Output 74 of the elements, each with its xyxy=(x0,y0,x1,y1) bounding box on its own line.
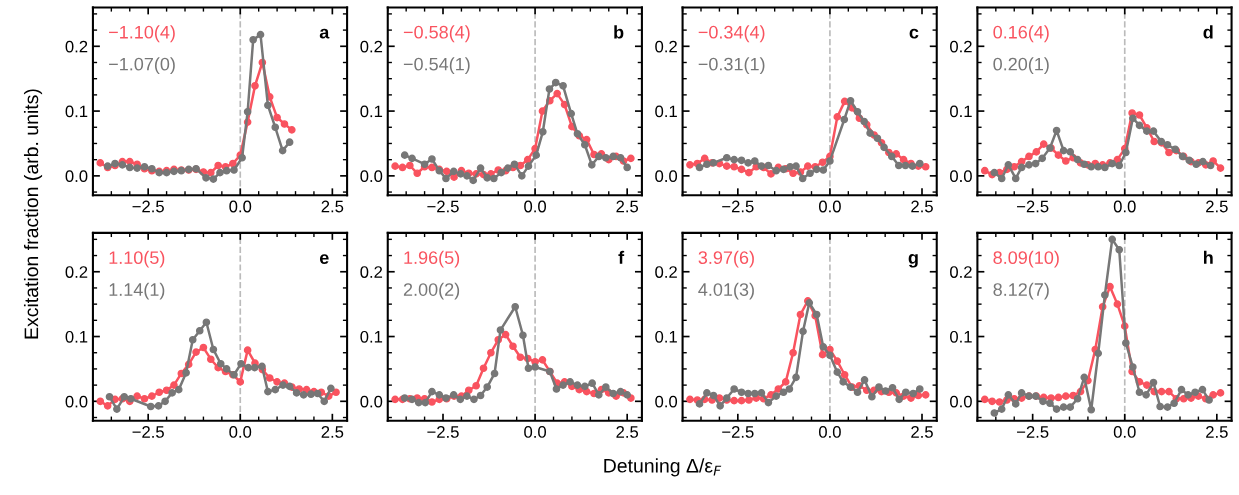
text: 2.00(2) xyxy=(403,282,460,300)
text: −0.34(4) xyxy=(698,25,765,43)
x-tick-label: −2.5 xyxy=(427,426,459,438)
text: 8.09(10) xyxy=(993,250,1059,268)
x-tick-label: 2.5 xyxy=(321,200,344,213)
y-tick-label: 0.0 xyxy=(655,395,678,408)
y-tick-label: 0.0 xyxy=(65,170,88,183)
text: h xyxy=(1204,250,1213,264)
x-tick-label: 2.5 xyxy=(321,426,344,438)
x-tick-label: 2.5 xyxy=(911,426,933,438)
y-tick-label: 0.1 xyxy=(950,330,972,343)
y-tick-label: 0.0 xyxy=(65,395,88,408)
x-tick-label: −2.5 xyxy=(427,200,459,213)
text: 0.16(4) xyxy=(993,25,1049,43)
x-tick-label: −2.5 xyxy=(132,200,164,213)
x-tick-label: 0.0 xyxy=(524,200,547,213)
text: c xyxy=(909,28,919,39)
y-tick-label: 0.2 xyxy=(950,40,972,53)
text: 0.20(1) xyxy=(993,57,1049,75)
x-tick-label: 2.5 xyxy=(1206,200,1228,213)
x-tick-label: 0.0 xyxy=(1113,200,1136,213)
y-tick-label: 0.0 xyxy=(655,170,678,183)
y-tick-label: 0.1 xyxy=(655,330,677,343)
x-tick-label: 0.0 xyxy=(229,200,252,213)
x-tick-label: −2.5 xyxy=(132,426,164,438)
text: e xyxy=(319,254,329,265)
x-tick-label: 0.0 xyxy=(818,426,841,438)
x-tick-label: 0.0 xyxy=(1113,426,1136,438)
text: −0.31(1) xyxy=(698,57,765,75)
x-tick-label: −2.5 xyxy=(722,200,754,213)
y-tick-label: 0.1 xyxy=(655,105,677,118)
text: 3.97(6) xyxy=(698,250,754,268)
y-tick-label: 0.2 xyxy=(655,40,677,53)
y-tick-label: 0.2 xyxy=(360,40,383,53)
text: f xyxy=(618,250,625,264)
x-tick-label: 2.5 xyxy=(616,200,639,213)
y-tick-label: 0.1 xyxy=(65,105,88,118)
x-tick-label: 0.0 xyxy=(524,426,547,438)
y-axis-title: Excitation fraction (arb. units) xyxy=(23,89,43,339)
text: −0.58(4) xyxy=(403,25,470,43)
text: 1.96(5) xyxy=(404,250,460,268)
x-tick-label: 0.0 xyxy=(818,200,841,213)
y-tick-label: 0.0 xyxy=(360,170,383,183)
y-tick-label: 0.1 xyxy=(360,330,383,343)
text: −0.54(1) xyxy=(403,57,470,75)
text: g xyxy=(908,254,918,268)
y-tick-label: 0.2 xyxy=(950,266,972,278)
x-tick-label: −2.5 xyxy=(1017,426,1049,438)
y-tick-label: 0.0 xyxy=(950,395,972,408)
y-tick-label: 0.0 xyxy=(950,170,972,183)
text: 8.12(7) xyxy=(993,282,1049,300)
x-tick-label: −2.5 xyxy=(1017,200,1049,213)
y-tick-label: 0.1 xyxy=(65,330,88,343)
x-tick-label: −2.5 xyxy=(722,426,754,438)
text: 1.10(5) xyxy=(109,250,165,268)
y-tick-label: 0.1 xyxy=(360,105,383,118)
text: a xyxy=(319,28,330,39)
y-tick-label: 0.2 xyxy=(360,266,383,278)
x-axis-title: Detuning Δ/ε$_{F}$ xyxy=(604,458,722,477)
text: −1.10(4) xyxy=(109,25,175,43)
y-tick-label: 0.0 xyxy=(360,395,383,408)
x-tick-label: 2.5 xyxy=(616,426,639,438)
text: 4.01(3) xyxy=(698,282,754,300)
x-tick-label: 2.5 xyxy=(911,200,933,213)
text: d xyxy=(1203,25,1213,39)
text: 1.14(1) xyxy=(109,282,165,300)
x-tick-label: 0.0 xyxy=(229,426,252,438)
y-tick-label: 0.2 xyxy=(65,266,88,278)
text: b xyxy=(614,25,624,39)
y-tick-label: 0.2 xyxy=(65,40,88,53)
x-tick-label: 2.5 xyxy=(1206,426,1228,438)
y-tick-label: 0.1 xyxy=(950,105,972,118)
y-tick-label: 0.2 xyxy=(655,266,677,278)
text: −1.07(0) xyxy=(109,57,175,75)
